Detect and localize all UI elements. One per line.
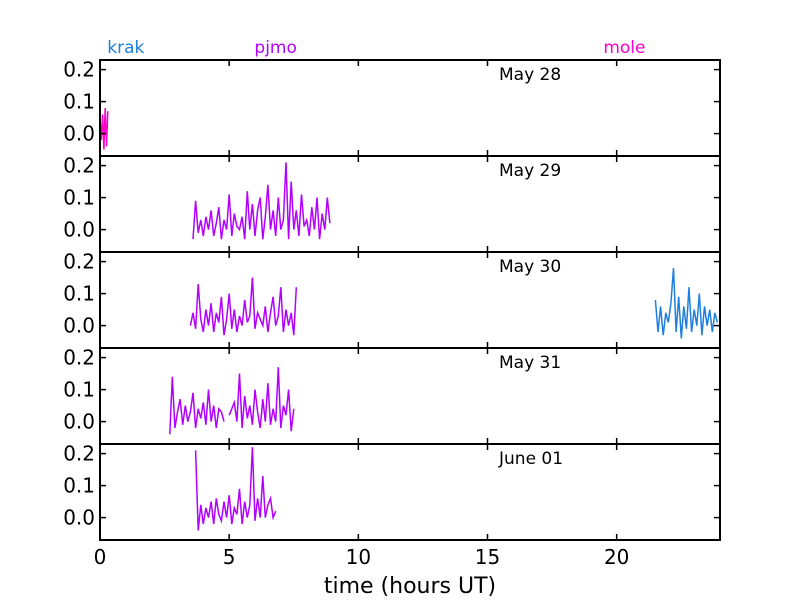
x-tick-label: 5 [223,545,236,569]
site-label-krak: krak [107,38,144,58]
panels: 0.0 0.1 0.2 May 28 0.0 0.1 0.2 May 29 0.0 0.1 0.2 M… [63,58,721,541]
y-tick-label: 0.1 [63,474,95,498]
y-tick-label: 0.0 [63,218,95,242]
x-tick-label: 10 [346,545,371,569]
y-tick-label: 0.0 [63,506,95,530]
site-label-mole: mole [603,38,645,58]
y-tick-label: 0.1 [63,282,95,306]
y-tick-label: 0.2 [63,346,95,370]
panel-frame [99,59,721,157]
panel-date-label: May 30 [499,257,561,277]
panel-3: 0.0 0.1 0.2 May 31 [63,346,721,445]
panel-1: 0.0 0.1 0.2 May 29 [63,154,721,253]
x-tick-label: 0 [94,545,107,569]
x-axis-title: time (hours UT) [324,574,496,599]
panel-4: 0.0 0.1 0.2 June 01 [63,442,721,541]
panel-date-label: May 28 [499,65,561,85]
series-line-krak-panel-2 [654,267,719,339]
y-tick-label: 0.1 [63,186,95,210]
x-axis: 0 5 10 15 20 [94,545,630,569]
series-line-pjmo-panel-2 [189,277,298,336]
series-line-pjmo-panel-4 [194,447,277,531]
panel-date-label: May 29 [499,161,561,181]
y-tick-label: 0.0 [63,122,95,146]
y-tick-label: 0.0 [63,314,95,338]
x-tick-label: 20 [604,545,629,569]
y-tick-label: 0.2 [63,442,95,466]
y-tick-label: 0.0 [63,410,95,434]
series-line-pjmo-panel-1 [192,162,331,240]
panel-date-label: May 31 [499,353,561,373]
panel-frame [99,251,721,349]
panel-frame [99,443,721,541]
panel-2: 0.0 0.1 0.2 May 30 [63,250,721,349]
panel-date-label: June 01 [498,449,563,469]
y-tick-label: 0.2 [63,58,95,82]
series-line-pjmo-panel-3 [169,367,295,435]
x-tick-label: 15 [475,545,500,569]
y-tick-label: 0.2 [63,154,95,178]
site-labels: krak pjmo mole [107,38,645,58]
y-tick-label: 0.1 [63,90,95,114]
site-label-pjmo: pjmo [254,38,296,58]
series-line-mole-panel-0 [100,107,109,150]
y-tick-label: 0.1 [63,378,95,402]
y-tick-label: 0.2 [63,250,95,274]
panel-0: 0.0 0.1 0.2 May 28 [63,58,721,157]
